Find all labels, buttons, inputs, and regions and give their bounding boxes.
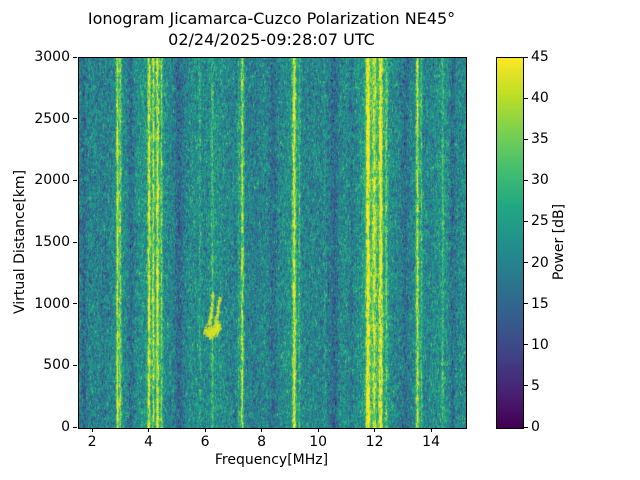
chart-title-line2: 02/24/2025-09:28:07 UTC bbox=[168, 30, 375, 49]
x-tick-label: 4 bbox=[144, 434, 154, 450]
colorbar-tick-label: 30 bbox=[531, 172, 549, 189]
colorbar bbox=[496, 57, 524, 429]
x-tick-label: 2 bbox=[87, 434, 97, 450]
colorbar-tick-label: 40 bbox=[531, 90, 549, 107]
heatmap-canvas bbox=[79, 58, 466, 428]
x-tick-label: 6 bbox=[200, 434, 210, 450]
x-tick-mark bbox=[374, 428, 376, 432]
x-tick-mark bbox=[204, 428, 206, 432]
chart-title: Ionogram Jicamarca-Cuzco Polarization NE… bbox=[78, 8, 465, 50]
colorbar-tick-mark bbox=[524, 385, 528, 387]
y-tick-mark bbox=[73, 118, 77, 120]
colorbar-tick-mark bbox=[524, 262, 528, 264]
chart-title-line1: Ionogram Jicamarca-Cuzco Polarization NE… bbox=[87, 9, 456, 28]
y-tick-label: 1500 bbox=[34, 234, 70, 250]
x-tick-mark bbox=[261, 428, 263, 432]
y-tick-label: 2000 bbox=[34, 172, 70, 189]
colorbar-tick-label: 45 bbox=[531, 49, 549, 65]
x-tick-mark bbox=[317, 428, 319, 432]
colorbar-tick-mark bbox=[524, 97, 528, 99]
x-tick-label: 10 bbox=[309, 434, 328, 450]
colorbar-tick-label: 35 bbox=[531, 131, 549, 148]
y-tick-mark bbox=[73, 179, 77, 181]
colorbar-tick-mark bbox=[524, 426, 528, 428]
x-axis-label: Frequency[MHz] bbox=[214, 452, 329, 468]
colorbar-tick-mark bbox=[524, 56, 528, 58]
y-tick-mark bbox=[73, 56, 77, 58]
y-tick-mark bbox=[73, 426, 77, 428]
plot-area bbox=[78, 57, 467, 429]
colorbar-tick-label: 25 bbox=[531, 213, 549, 230]
x-tick-label: 14 bbox=[422, 434, 440, 450]
colorbar-tick-mark bbox=[524, 220, 528, 222]
y-tick-label: 0 bbox=[61, 419, 70, 435]
y-tick-mark bbox=[73, 364, 77, 366]
colorbar-tick-mark bbox=[524, 344, 528, 346]
colorbar-tick-label: 15 bbox=[531, 295, 549, 312]
colorbar-tick-mark bbox=[524, 179, 528, 181]
y-tick-mark bbox=[73, 241, 77, 243]
colorbar-tick-label: 0 bbox=[531, 419, 540, 435]
x-tick-label: 8 bbox=[257, 434, 267, 450]
x-tick-label: 12 bbox=[365, 434, 384, 450]
colorbar-canvas bbox=[497, 58, 523, 428]
x-tick-mark bbox=[430, 428, 432, 432]
y-tick-label: 1000 bbox=[34, 295, 70, 312]
colorbar-tick-label: 5 bbox=[531, 377, 540, 394]
colorbar-tick-mark bbox=[524, 303, 528, 305]
x-tick-mark bbox=[148, 428, 150, 432]
colorbar-tick-mark bbox=[524, 138, 528, 140]
colorbar-tick-label: 20 bbox=[531, 254, 549, 271]
y-tick-mark bbox=[73, 303, 77, 305]
colorbar-label: Power [dB] bbox=[551, 203, 567, 281]
y-tick-label: 500 bbox=[43, 357, 70, 374]
y-tick-label: 3000 bbox=[34, 49, 70, 65]
colorbar-tick-label: 10 bbox=[531, 336, 549, 353]
x-tick-mark bbox=[91, 428, 93, 432]
y-tick-label: 2500 bbox=[34, 110, 70, 127]
